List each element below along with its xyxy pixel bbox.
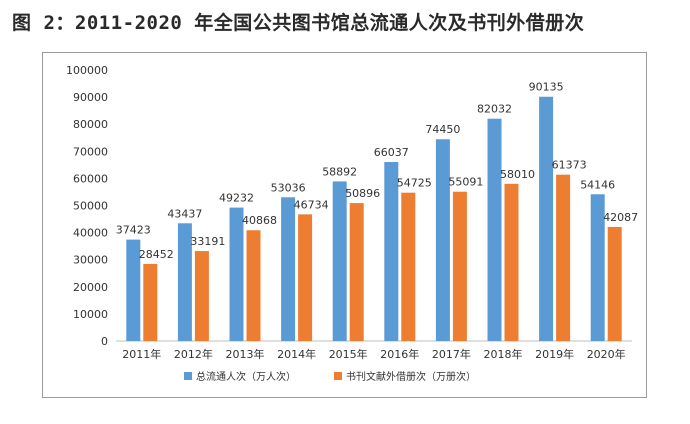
data-label-book-loans: 55091 (448, 176, 483, 189)
x-tick-label: 2018年 (484, 347, 523, 361)
y-tick-label: 30000 (73, 254, 108, 267)
y-tick-label: 90000 (73, 91, 108, 104)
bar-book-loans (504, 183, 519, 341)
x-tick-label: 2020年 (587, 347, 626, 361)
data-label-total-visits: 74450 (425, 123, 460, 136)
bar-book-loans (194, 251, 209, 341)
legend-label-book-loans: 书刊文献外借册次（万册次） (346, 370, 476, 383)
data-label-book-loans: 33191 (190, 235, 225, 248)
y-tick-label: 0 (101, 335, 108, 348)
y-tick-label: 100000 (66, 64, 108, 77)
bar-book-loans (556, 174, 571, 341)
bar-total-visits (384, 162, 399, 341)
bar-total-visits (435, 139, 450, 341)
x-tick-label: 2016年 (380, 347, 419, 361)
data-label-total-visits: 90135 (529, 81, 564, 94)
y-tick-label: 60000 (73, 172, 108, 185)
bar-book-loans (246, 230, 261, 341)
bar-book-loans (401, 192, 416, 341)
bar-total-visits (590, 194, 605, 341)
x-tick-label: 2014年 (277, 347, 316, 361)
data-label-book-loans: 50896 (345, 187, 380, 200)
bar-total-visits (126, 239, 141, 341)
bar-total-visits (487, 118, 502, 341)
y-tick-label: 80000 (73, 118, 108, 131)
data-label-total-visits: 49232 (219, 192, 254, 205)
data-label-total-visits: 43437 (167, 207, 202, 220)
data-label-book-loans: 40868 (242, 214, 277, 227)
bar-book-loans (298, 214, 313, 341)
x-tick-label: 2013年 (226, 347, 265, 361)
data-label-book-loans: 58010 (500, 168, 535, 181)
data-label-book-loans: 46734 (294, 198, 329, 211)
chart-title: 图 2：2011-2020 年全国公共图书馆总流通人次及书刊外借册次 (12, 12, 585, 34)
bar-total-visits (539, 96, 554, 341)
bar-total-visits (177, 223, 192, 341)
y-tick-label: 50000 (73, 200, 108, 213)
x-tick-label: 2011年 (122, 347, 161, 361)
data-label-total-visits: 54146 (580, 178, 615, 191)
x-tick-label: 2012年 (174, 347, 213, 361)
y-tick-label: 40000 (73, 227, 108, 240)
bar-book-loans (452, 191, 467, 341)
x-tick-label: 2015年 (329, 347, 368, 361)
bar-total-visits (332, 181, 347, 341)
bar-book-loans (349, 203, 364, 341)
y-tick-label: 10000 (73, 308, 108, 321)
bar-book-loans (607, 226, 622, 341)
data-label-total-visits: 82032 (477, 103, 512, 116)
data-label-book-loans: 42087 (603, 211, 638, 224)
data-label-book-loans: 28452 (139, 248, 174, 261)
data-label-total-visits: 58892 (322, 165, 357, 178)
data-label-total-visits: 37423 (116, 224, 151, 237)
data-label-total-visits: 53036 (271, 181, 306, 194)
bar-total-visits (281, 197, 296, 341)
bar-total-visits (229, 207, 244, 341)
legend-label-total-visits: 总流通人次（万人次） (196, 370, 296, 383)
x-tick-label: 2017年 (432, 347, 471, 361)
data-label-book-loans: 54725 (397, 177, 432, 190)
x-tick-label: 2019年 (535, 347, 574, 361)
data-label-total-visits: 66037 (374, 146, 409, 159)
legend-swatch-book-loans (334, 372, 342, 380)
data-label-book-loans: 61373 (552, 159, 587, 172)
legend-swatch-total-visits (184, 372, 192, 380)
y-tick-label: 70000 (73, 145, 108, 158)
y-tick-label: 20000 (73, 281, 108, 294)
bar-book-loans (143, 263, 158, 341)
